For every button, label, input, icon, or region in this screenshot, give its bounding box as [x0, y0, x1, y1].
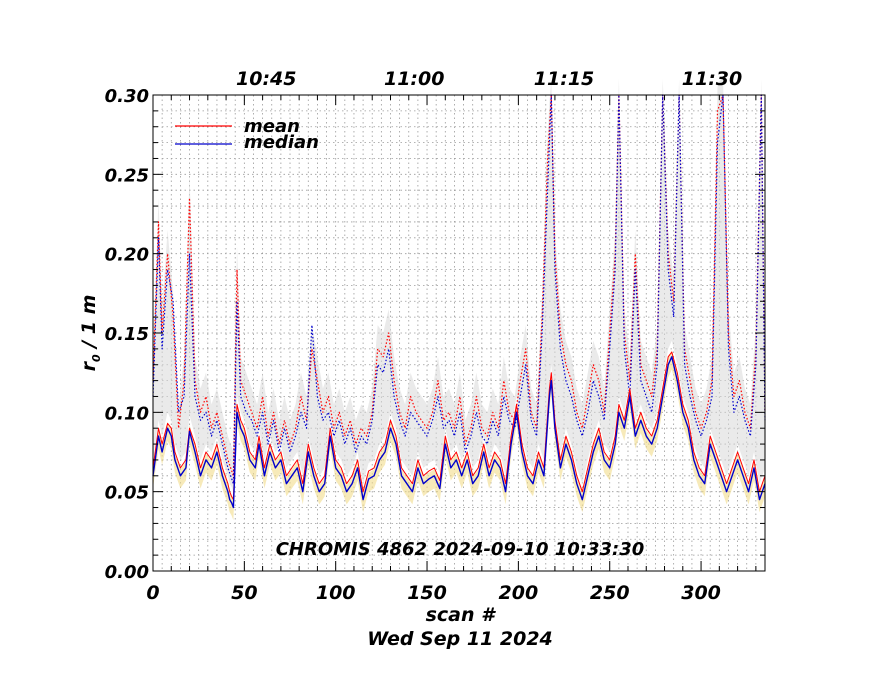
x-tick-label: 300: [681, 582, 721, 604]
y-tick-label: 0.00: [105, 562, 149, 583]
x-tick-label: 250: [590, 582, 630, 604]
gray-spread-band: [153, 79, 765, 492]
y-tick-label: 0.05: [105, 483, 149, 504]
y-tick-label: 0.20: [105, 245, 149, 266]
tick-layer: [152, 94, 765, 572]
top-time-tick-label: 11:15: [534, 68, 594, 90]
y-axis-title-main: r: [78, 360, 100, 371]
yellow-spread-band: [153, 350, 765, 521]
y-axis-title-unit: / 1 m: [78, 295, 100, 355]
x-tick-label: 150: [407, 582, 447, 604]
mean-line: [152, 351, 766, 501]
y-tick-label: 0.15: [105, 324, 149, 345]
date-label: Wed Sep 11 2024: [367, 628, 553, 650]
spread-band-layer: [153, 79, 765, 521]
x-tick-label: 50: [231, 582, 257, 604]
y-axis-title: r0 / 1 m: [78, 295, 103, 372]
x-tick-label: 0: [146, 582, 159, 604]
x-tick-label: 100: [316, 582, 356, 604]
top-time-tick-label: 11:00: [384, 68, 444, 90]
legend-median-label: median: [244, 132, 319, 153]
top-time-tick-label: 10:45: [236, 68, 296, 90]
x-axis-title: scan #: [426, 604, 497, 626]
top-time-tick-label: 11:30: [682, 68, 742, 90]
y-axis-title-subscript: 0: [90, 354, 103, 362]
legend-mean-label: mean: [244, 116, 300, 137]
y-tick-label: 0.25: [105, 165, 149, 186]
x-tick-label: 200: [499, 582, 539, 604]
tick-label-layer: 0 50 100 150 200 250 300 0.00 0.05 0.10 0.15 0.20 0.…: [105, 68, 743, 604]
median-line: [152, 356, 766, 509]
y-tick-label: 0.10: [105, 403, 149, 424]
y-tick-label: 0.30: [105, 86, 149, 107]
legend: mean median: [175, 116, 319, 153]
chart-annotation: CHROMIS 4862 2024-09-10 10:33:30: [276, 539, 645, 560]
